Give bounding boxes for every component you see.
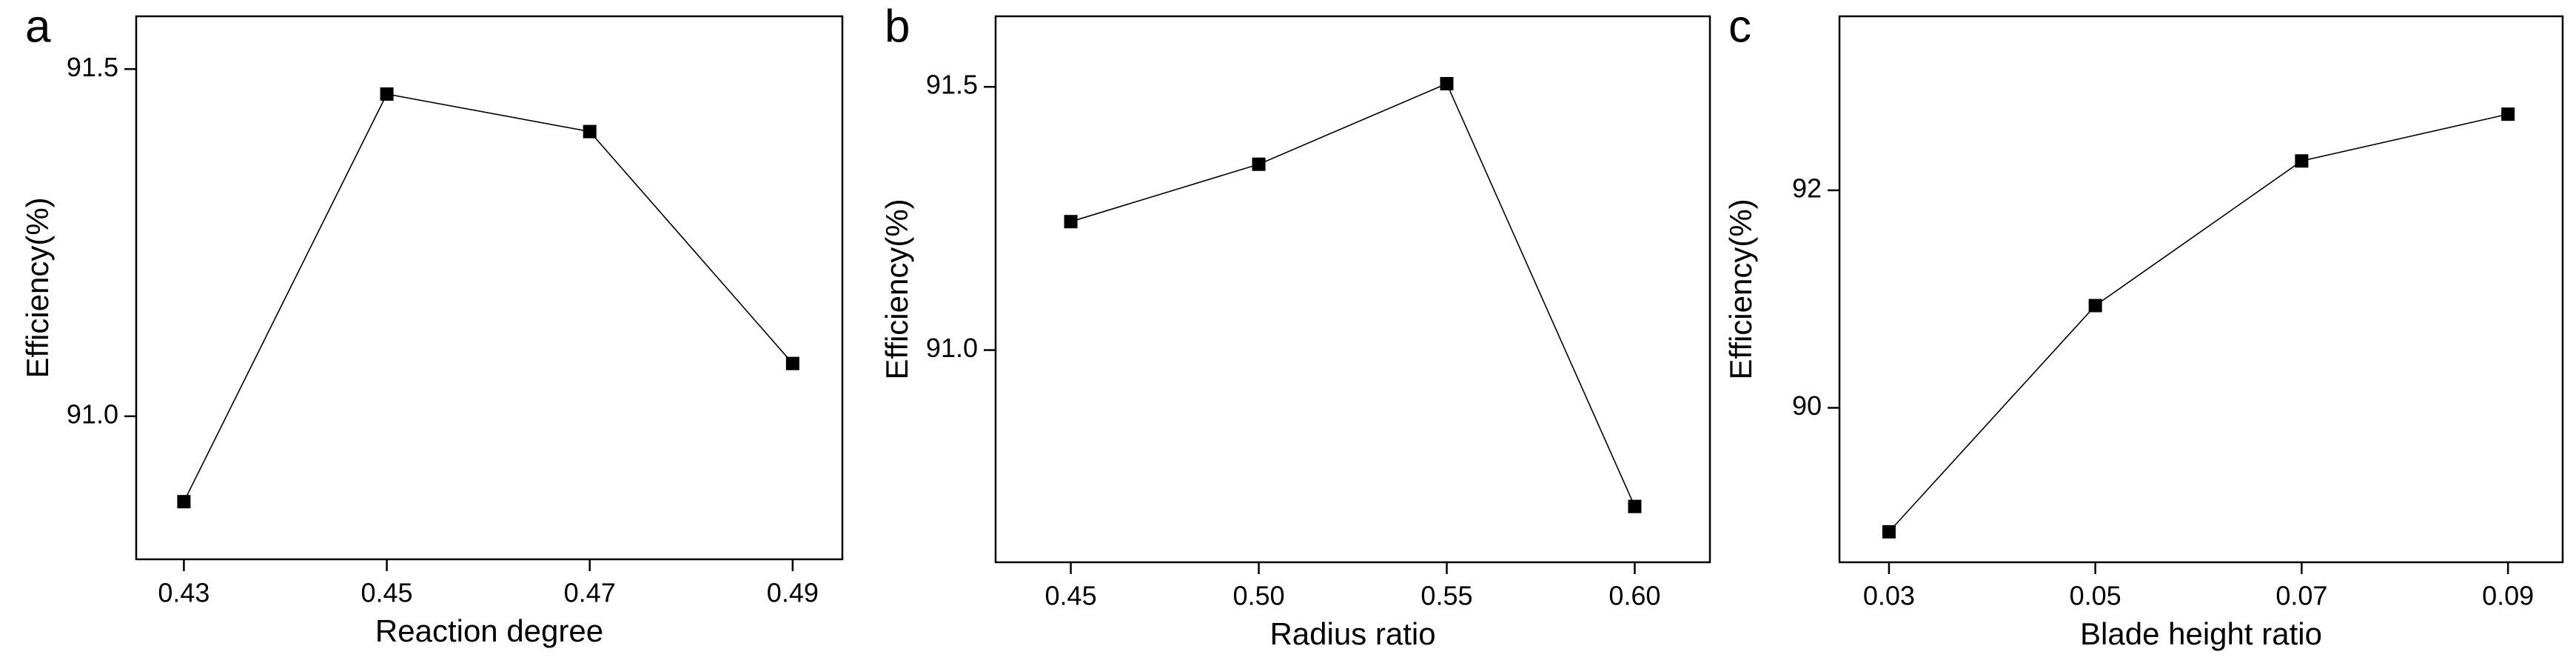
x-tick-label: 0.03 bbox=[1863, 581, 1915, 611]
data-point bbox=[2295, 154, 2309, 168]
y-axis-title: Efficiency(%) bbox=[879, 199, 914, 379]
data-point bbox=[1628, 499, 1642, 513]
x-tick-label: 0.50 bbox=[1232, 581, 1284, 611]
x-axis-title: Blade height ratio bbox=[2080, 616, 2322, 651]
data-line bbox=[1888, 113, 2509, 533]
x-tick-label: 0.45 bbox=[1045, 581, 1097, 611]
y-tick-label: 90 bbox=[1792, 390, 1822, 421]
y-tick-label: 91.5 bbox=[67, 52, 118, 82]
data-point bbox=[2501, 107, 2515, 121]
plot-frame bbox=[1838, 15, 2564, 564]
plot-frame bbox=[135, 15, 844, 561]
x-tick-label: 0.55 bbox=[1421, 581, 1472, 611]
x-axis-title: Reaction degree bbox=[375, 613, 603, 648]
panel-label: a bbox=[25, 1, 51, 52]
y-axis-title: Efficiency(%) bbox=[1723, 199, 1758, 379]
x-tick-label: 0.60 bbox=[1609, 581, 1660, 611]
x-tick-label: 0.05 bbox=[2070, 581, 2121, 611]
data-point bbox=[785, 356, 799, 370]
panel-label: b bbox=[885, 1, 910, 52]
data-point bbox=[1882, 524, 1896, 539]
plot-frame bbox=[994, 15, 1711, 564]
data-point bbox=[380, 87, 394, 101]
x-tick-label: 0.47 bbox=[564, 578, 616, 608]
y-tick-label: 91.0 bbox=[926, 333, 978, 363]
x-tick-label: 0.09 bbox=[2482, 581, 2534, 611]
x-tick-label: 0.49 bbox=[767, 578, 819, 608]
data-point bbox=[177, 495, 191, 509]
x-tick-label: 0.43 bbox=[158, 578, 209, 608]
data-line bbox=[183, 93, 794, 502]
data-point bbox=[1064, 215, 1078, 229]
x-axis-title: Radius ratio bbox=[1269, 616, 1435, 651]
data-point bbox=[1252, 157, 1266, 171]
data-point bbox=[583, 124, 597, 139]
y-tick-label: 92 bbox=[1792, 173, 1822, 203]
data-point bbox=[2088, 299, 2102, 313]
panel-label: c bbox=[1728, 1, 1751, 52]
data-point bbox=[1440, 76, 1454, 90]
y-tick-label: 91.0 bbox=[67, 399, 118, 429]
x-tick-label: 0.07 bbox=[2275, 581, 2327, 611]
x-tick-label: 0.45 bbox=[361, 578, 413, 608]
y-tick-label: 91.5 bbox=[926, 70, 978, 100]
y-axis-title: Efficiency(%) bbox=[20, 197, 55, 378]
data-line bbox=[1070, 82, 1636, 507]
